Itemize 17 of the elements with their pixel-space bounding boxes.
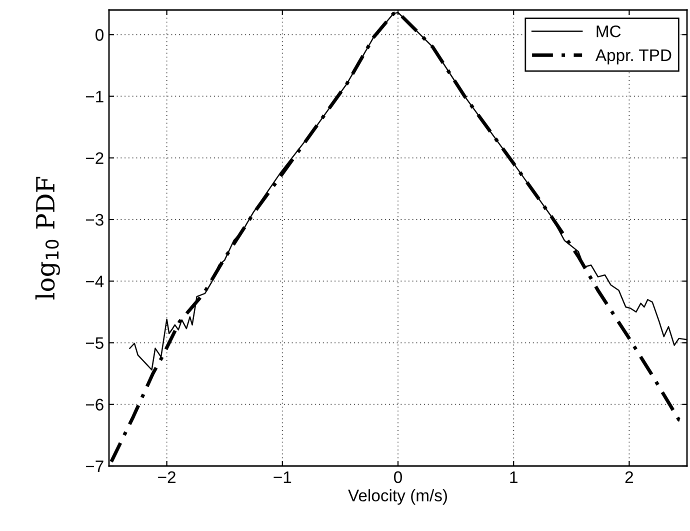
legend-label: MC [596, 25, 621, 38]
y-tick-label: −1 [86, 90, 104, 102]
x-tick-label: −2 [158, 471, 176, 483]
x-tick-label: −1 [274, 471, 292, 483]
y-axis-title: log$_{10}$ PDF [35, 176, 60, 300]
y-tick-label: −2 [86, 152, 104, 164]
y-tick-label: −3 [86, 214, 104, 226]
y-tick-label: −6 [86, 398, 104, 411]
x-tick-label: 0 [394, 471, 402, 484]
y-tick-label: −7 [86, 460, 104, 472]
legend-label: Appr. TPD [595, 49, 672, 64]
y-tick-label: 0 [96, 29, 104, 41]
y-tick-label: −5 [86, 337, 104, 349]
y-tick-label: −4 [86, 276, 104, 288]
x-tick-label: 1 [510, 471, 518, 483]
x-tick-label: 2 [625, 471, 633, 483]
x-axis-title: Velocity (m/s) [348, 489, 447, 505]
